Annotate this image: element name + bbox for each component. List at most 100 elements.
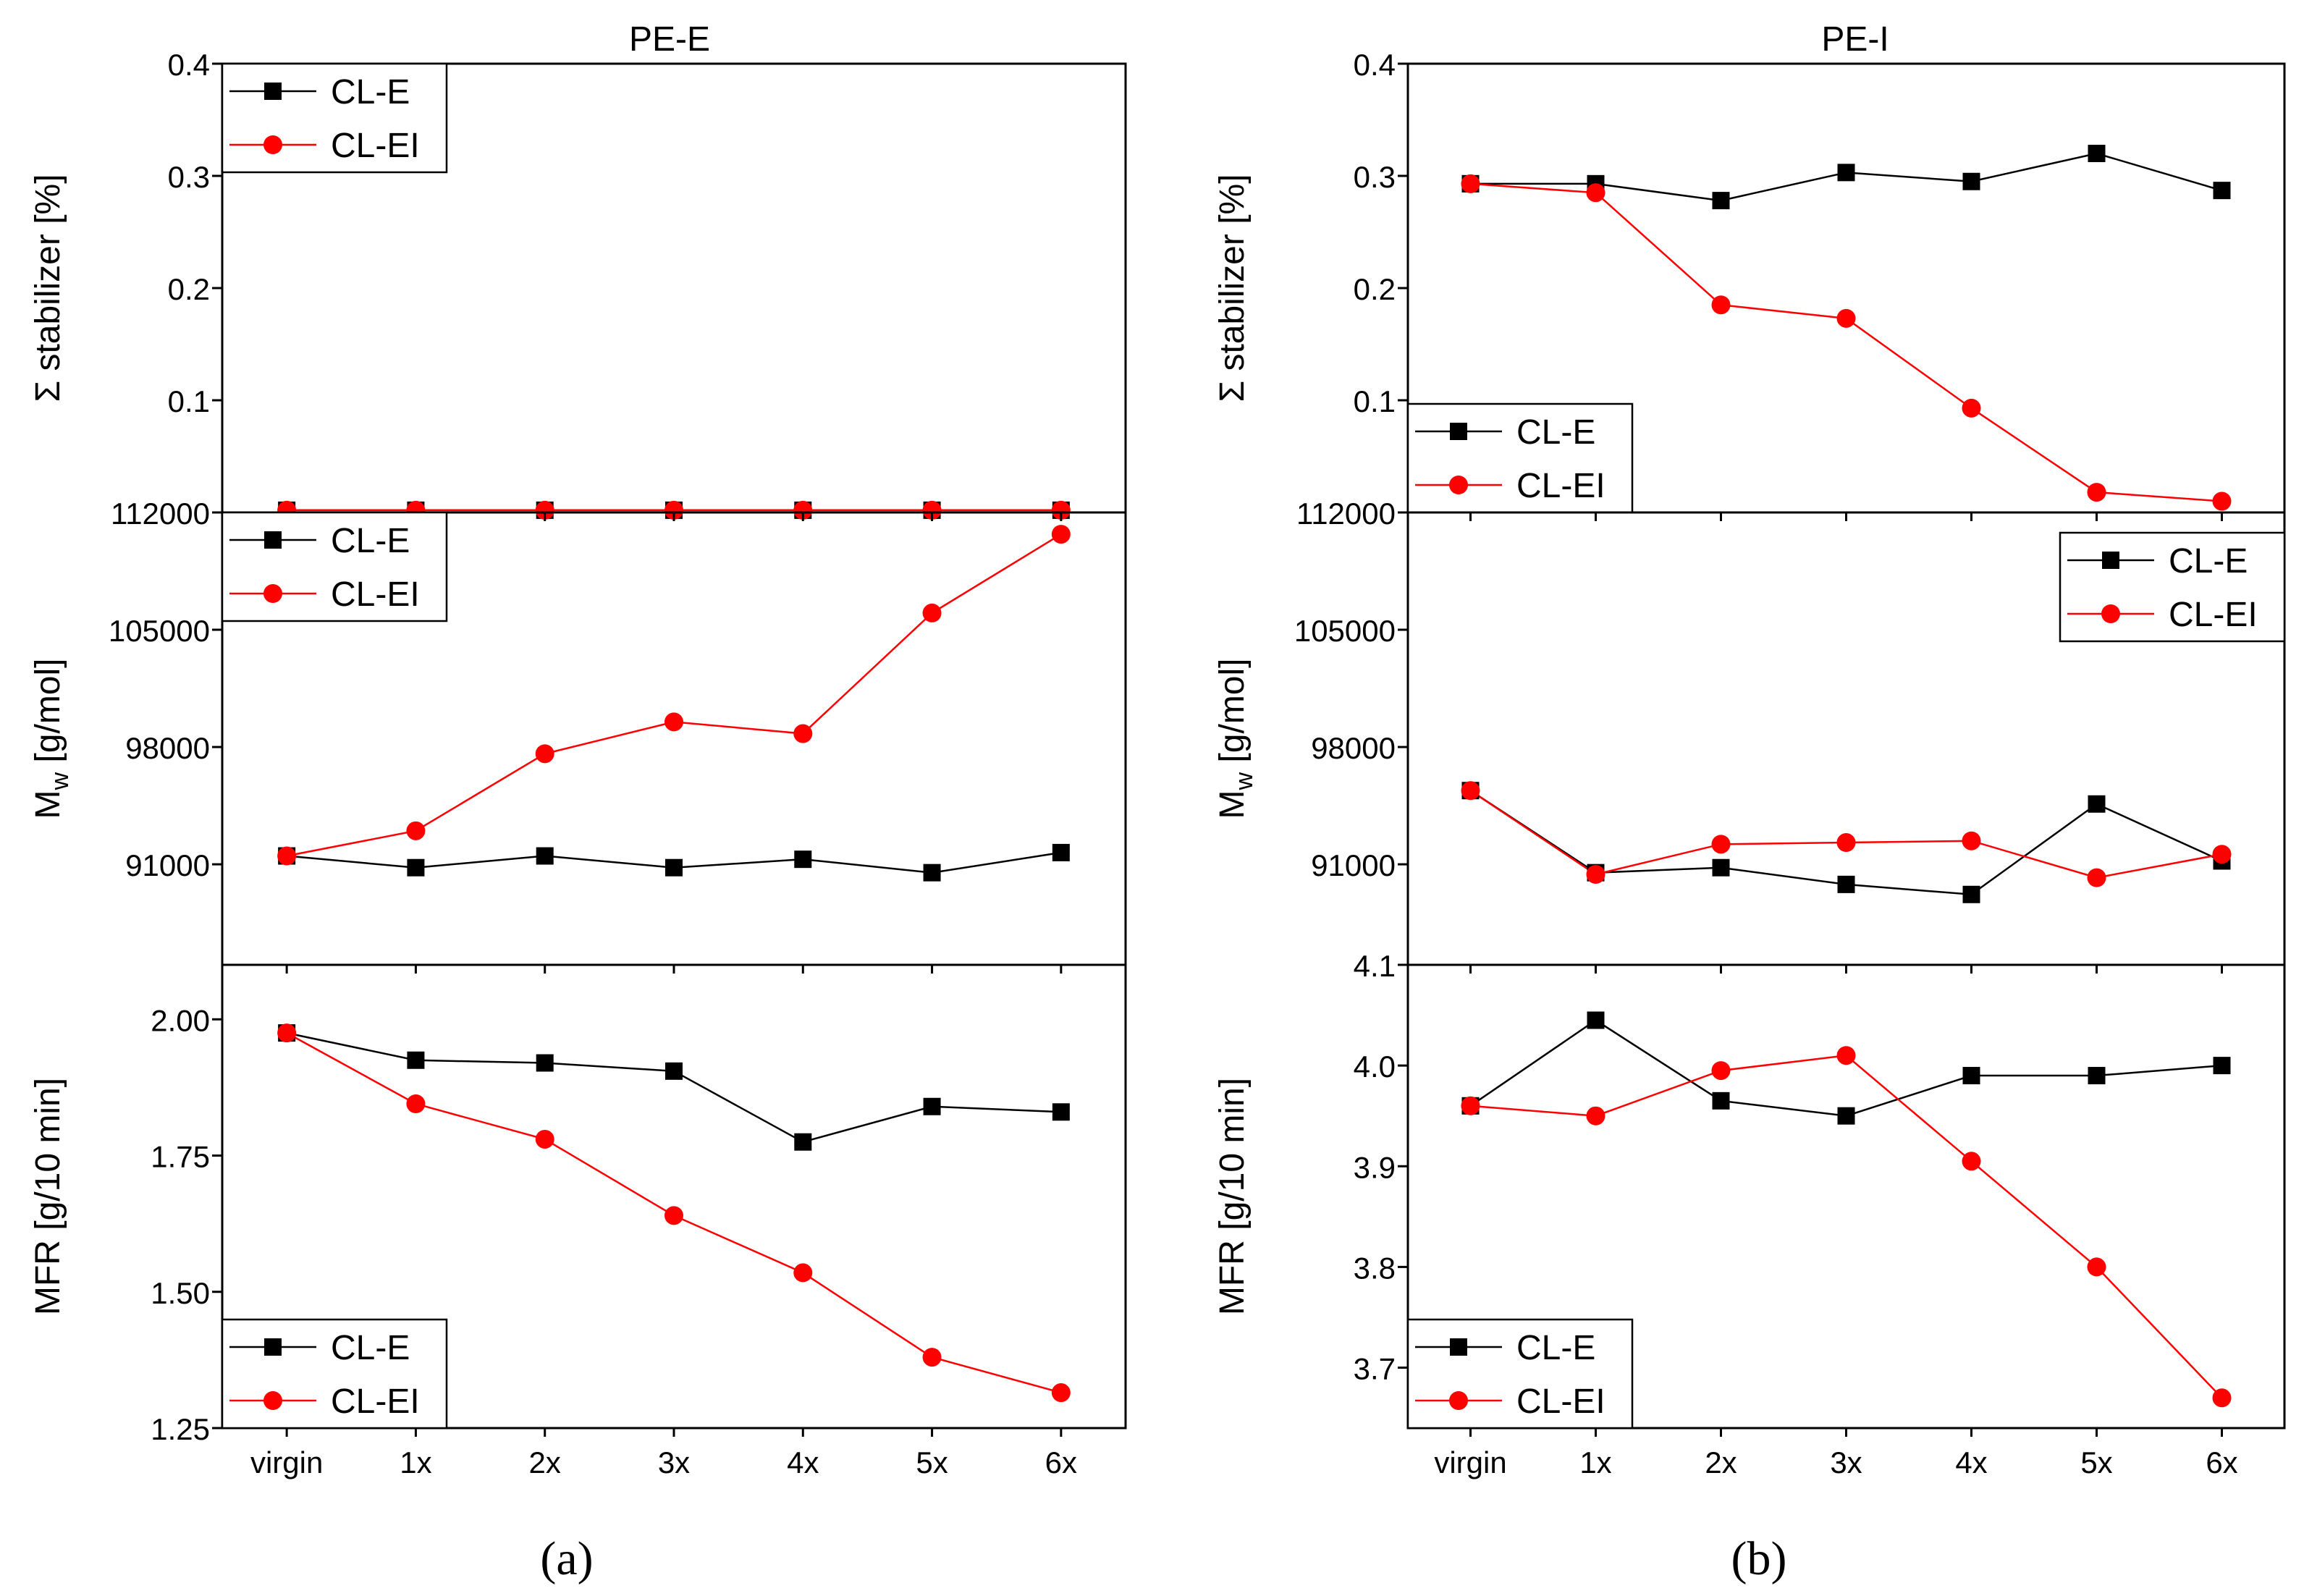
data-point-cl-ei <box>535 500 554 520</box>
data-point-cl-e <box>1837 164 1855 182</box>
y-tick-label: 0.1 <box>1354 384 1396 418</box>
legend: CL-E CL-EI <box>1406 1318 1634 1430</box>
data-point-cl-e <box>665 1062 683 1080</box>
legend-marker-cl-ei <box>1449 476 1468 494</box>
subplot-stab: 0.1 0.2 0.3 0.4 Σ stabilizer [%] CL-E CL-EI <box>1213 48 2286 521</box>
subplot-stab: 0.1 0.2 0.3 0.4 Σ stabilizer [%] CL-E CL-EI <box>29 48 1127 521</box>
data-point-cl-ei <box>1586 1106 1605 1126</box>
legend-label-cl-e: CL-E <box>2169 542 2248 580</box>
subplot-mfr: 3.7 3.8 3.9 4.0 4.1 MFR [g/10 min] CL-E CL-EI vi… <box>1213 949 2286 1479</box>
series-line-cl-e <box>286 1031 1061 1144</box>
y-axis-label: Mw [g/mol] <box>1213 659 1258 819</box>
legend: CL-E CL-EI <box>221 1318 448 1430</box>
legend: CL-E CL-EI <box>221 62 448 174</box>
legend-marker-cl-ei <box>263 135 282 154</box>
data-point-cl-ei <box>406 821 426 840</box>
legend-label-cl-e: CL-E <box>331 1329 410 1367</box>
y-tick-label: 0.1 <box>168 384 210 418</box>
y-axis-label: Mw [g/mol] <box>29 659 74 819</box>
legend: CL-E CL-EI <box>221 511 448 622</box>
data-point-cl-ei <box>2087 868 2106 887</box>
x-tick-label: 3x <box>658 1445 690 1479</box>
x-tick-label: 1x <box>1579 1445 1611 1479</box>
data-point-cl-ei <box>1051 500 1071 520</box>
y-tick-label: 3.9 <box>1354 1150 1396 1184</box>
x-tick-label: 4x <box>787 1445 819 1479</box>
data-point-cl-e <box>1052 843 1070 861</box>
legend-marker-cl-ei <box>263 1391 282 1410</box>
data-point-cl-ei <box>793 500 813 520</box>
data-point-cl-e <box>665 858 683 877</box>
data-point-cl-e <box>2213 182 2231 200</box>
x-tick-label: 3x <box>1830 1445 1862 1479</box>
data-point-cl-e <box>2213 1057 2231 1075</box>
legend-label-cl-ei: CL-EI <box>1516 467 1605 505</box>
data-point-cl-e <box>407 858 425 877</box>
data-point-cl-e <box>2088 1067 2106 1085</box>
data-point-cl-e <box>794 850 812 869</box>
data-point-cl-ei <box>1836 833 1856 853</box>
data-point-cl-e <box>536 847 554 865</box>
y-tick-label: 1.25 <box>151 1412 210 1446</box>
data-point-cl-ei <box>1461 781 1480 801</box>
data-point-cl-e <box>1052 1103 1070 1121</box>
y-tick-label: 1.75 <box>151 1140 210 1174</box>
data-point-cl-ei <box>1836 1046 1856 1065</box>
legend-label-cl-ei: CL-EI <box>2169 596 2258 634</box>
data-point-cl-ei <box>793 724 813 743</box>
legend-marker-cl-e <box>264 83 282 100</box>
data-point-cl-ei <box>2212 491 2232 511</box>
x-tick-label: 6x <box>1045 1445 1077 1479</box>
data-point-cl-ei <box>1836 308 1856 328</box>
y-tick-label: 105000 <box>109 614 210 648</box>
data-point-cl-ei <box>277 1023 297 1043</box>
data-point-cl-ei <box>1962 398 1981 418</box>
x-tick-label: 1x <box>400 1445 431 1479</box>
legend-label-cl-e: CL-E <box>331 73 410 111</box>
data-point-cl-ei <box>1051 1383 1071 1403</box>
data-point-cl-e <box>1962 1067 1980 1085</box>
data-point-cl-ei <box>664 500 683 520</box>
data-point-cl-e <box>1962 172 1980 190</box>
panel-b-title: PE-I <box>1821 20 1889 59</box>
data-point-cl-ei <box>922 603 942 622</box>
y-axis-label-main: M <box>1213 790 1252 819</box>
panel-a-title: PE-E <box>629 20 710 59</box>
y-tick-label: 4.1 <box>1354 949 1396 983</box>
data-point-cl-e <box>923 1097 941 1115</box>
y-axis-label: Σ stabilizer [%] <box>29 174 67 402</box>
data-point-cl-e <box>2088 145 2106 162</box>
data-point-cl-e <box>1712 192 1730 210</box>
y-axis-label-main: MFR [g/10 min] <box>1213 1078 1252 1315</box>
y-tick-label: 3.7 <box>1354 1352 1396 1386</box>
y-tick-label: 91000 <box>125 848 210 882</box>
data-point-cl-ei <box>277 846 297 866</box>
legend-marker-cl-ei <box>263 584 282 603</box>
data-point-cl-ei <box>1461 1096 1480 1115</box>
data-point-cl-ei <box>2087 483 2106 502</box>
x-tick-label: 5x <box>916 1445 948 1479</box>
legend-box <box>221 62 448 174</box>
legend: CL-E CL-EI <box>1406 402 1634 514</box>
y-tick-label: 1.50 <box>151 1276 210 1310</box>
x-tick-label: 5x <box>2080 1445 2112 1479</box>
x-tick-label: virgin <box>1434 1445 1506 1479</box>
data-point-cl-ei <box>535 1129 554 1149</box>
caption-b: (b) <box>1731 1532 1787 1585</box>
y-tick-label: 91000 <box>1311 848 1396 882</box>
x-tick-label: 2x <box>529 1445 561 1479</box>
y-tick-label: 2.00 <box>151 1003 210 1037</box>
data-point-cl-e <box>794 1133 812 1151</box>
y-axis-label-sub: w <box>1231 772 1258 790</box>
data-point-cl-ei <box>922 500 942 520</box>
y-tick-label: 98000 <box>1311 731 1396 765</box>
legend-label-cl-e: CL-E <box>1516 1329 1595 1367</box>
data-point-cl-e <box>407 1051 425 1069</box>
legend-marker-cl-e <box>2102 552 2119 569</box>
data-point-cl-ei <box>1586 865 1605 884</box>
panel-a: PE-E 0.10.20.30.4Σ stabilizer [%]CL-ECL-… <box>29 20 1127 1479</box>
data-point-cl-e <box>1837 875 1855 893</box>
y-tick-label: 0.2 <box>168 272 210 306</box>
